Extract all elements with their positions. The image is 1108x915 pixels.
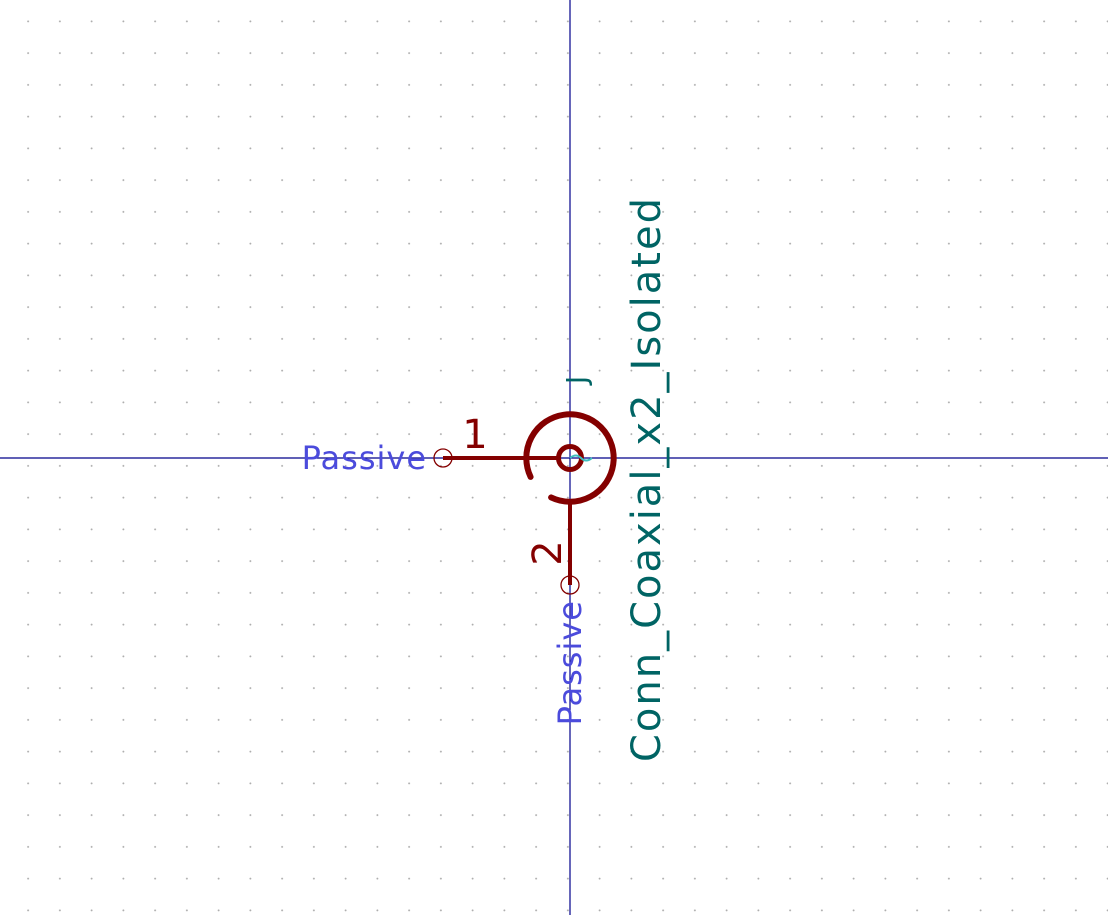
pin-1-type: Passive xyxy=(302,439,427,477)
outer-shield-arc xyxy=(523,411,617,505)
anchor-mark xyxy=(569,454,593,462)
reference-designator[interactable]: J xyxy=(560,376,593,386)
pin-1-number: 1 xyxy=(462,412,487,458)
pin-2-type: Passive xyxy=(551,600,589,725)
pin-1-endpoint[interactable] xyxy=(433,448,453,468)
symbol-value[interactable]: Conn_Coaxial_x2_Isolated xyxy=(624,196,670,762)
pin-2-number: 2 xyxy=(525,540,571,565)
pin-2-endpoint[interactable] xyxy=(560,575,580,595)
